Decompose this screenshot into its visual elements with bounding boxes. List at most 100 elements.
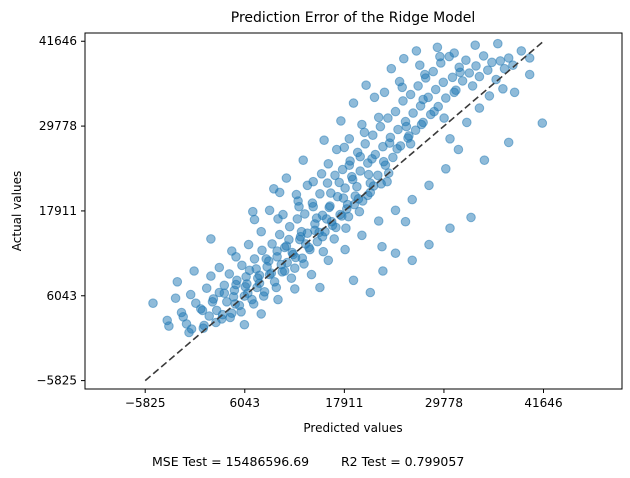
scatter-point <box>361 80 371 90</box>
scatter-point <box>311 213 322 223</box>
scatter-point <box>478 51 489 61</box>
scatter-point <box>447 72 458 83</box>
scatter-point <box>321 214 332 224</box>
scatter-point <box>347 171 357 182</box>
scatter-point <box>428 66 439 77</box>
scatter-point <box>441 93 451 103</box>
scatter-point <box>393 124 403 135</box>
scatter-point <box>484 91 495 101</box>
scatter-point <box>474 71 485 82</box>
scatter-point <box>509 87 520 98</box>
scatter-point <box>491 74 501 85</box>
scatter-point <box>326 188 336 198</box>
scatter-point <box>315 189 325 199</box>
scatter-point <box>256 226 267 237</box>
scatter-point <box>248 206 258 217</box>
scatter-point <box>248 299 259 309</box>
scatter-point <box>405 89 416 100</box>
scatter-point <box>449 48 460 58</box>
scatter-point <box>410 125 421 135</box>
scatter-point <box>462 117 472 128</box>
x-tick-label: 41646 <box>524 396 562 410</box>
scatter-point <box>360 139 371 149</box>
scatter-point <box>344 160 355 170</box>
scatter-point <box>290 252 301 263</box>
scatter-point <box>340 183 350 193</box>
scatter-point <box>286 273 297 284</box>
y-tick-label: −5825 <box>36 374 77 388</box>
y-axis: −5825 6043 17911 29778 41646 <box>36 34 85 388</box>
scatter-point <box>429 106 439 117</box>
scatter-point <box>343 211 354 222</box>
scatter-point <box>331 222 341 233</box>
scatter-point <box>357 230 367 241</box>
scatter-point <box>439 113 449 123</box>
scatter-point <box>474 103 485 113</box>
scatter-marks <box>148 38 548 338</box>
scatter-point <box>348 98 359 108</box>
scatter-point <box>300 209 310 219</box>
scatter-point <box>249 214 260 225</box>
scatter-point <box>405 139 416 149</box>
scatter-point <box>363 190 373 201</box>
scatter-point <box>228 292 239 302</box>
scatter-point <box>378 156 389 167</box>
scatter-point <box>383 113 393 123</box>
scatter-point <box>355 151 366 162</box>
scatter-point <box>206 271 216 281</box>
scatter-point <box>206 234 216 244</box>
x-tick-label: 29778 <box>425 396 463 410</box>
scatter-point <box>298 155 309 165</box>
scatter-point <box>386 63 397 74</box>
scatter-point <box>355 166 366 176</box>
scatter-point <box>415 60 425 70</box>
scatter-point <box>318 246 329 257</box>
scatter-point <box>471 61 481 71</box>
scatter-point <box>457 76 468 86</box>
scatter-point <box>464 68 475 78</box>
scatter-point <box>264 256 274 266</box>
scatter-point <box>299 259 309 269</box>
scatter-point <box>379 87 390 98</box>
scatter-point <box>430 84 441 95</box>
scatter-point <box>339 142 350 153</box>
x-tick-label: −5825 <box>125 396 166 410</box>
scatter-point <box>184 327 194 338</box>
y-tick-label: 29778 <box>39 119 77 133</box>
scatter-point <box>487 57 497 68</box>
scatter-point <box>407 255 418 266</box>
scatter-point <box>495 56 506 66</box>
scatter-point <box>455 67 465 78</box>
scatter-point <box>445 223 455 233</box>
scatter-point <box>302 180 313 191</box>
scatter-point <box>164 321 174 331</box>
scatter-point <box>369 92 380 103</box>
scatter-point <box>354 206 365 217</box>
scatter-point <box>479 155 490 165</box>
scatter-point <box>330 170 340 181</box>
x-tick-label: 6043 <box>230 396 261 410</box>
scatter-point <box>408 108 418 118</box>
plot-frame <box>84 32 623 390</box>
scatter-point <box>373 216 384 226</box>
scatter-point <box>257 245 267 256</box>
scatter-point <box>376 179 387 189</box>
scatter-point <box>148 298 158 309</box>
scatter-point <box>373 112 384 123</box>
scatter-point <box>341 223 351 233</box>
scatter-point <box>365 287 376 298</box>
x-axis: −5825 6043 17911 29778 41646 <box>125 389 563 410</box>
scatter-point <box>516 46 527 56</box>
scatter-point <box>524 53 535 63</box>
scatter-point <box>224 269 235 279</box>
scatter-point <box>284 221 295 232</box>
scatter-point <box>323 255 334 266</box>
scatter-point <box>279 266 290 276</box>
scatter-point <box>264 205 275 216</box>
scatter-point <box>293 196 303 206</box>
scatter-point <box>438 77 449 88</box>
scatter-point <box>357 119 367 130</box>
scatter-point <box>352 181 362 192</box>
scatter-point <box>239 319 250 330</box>
